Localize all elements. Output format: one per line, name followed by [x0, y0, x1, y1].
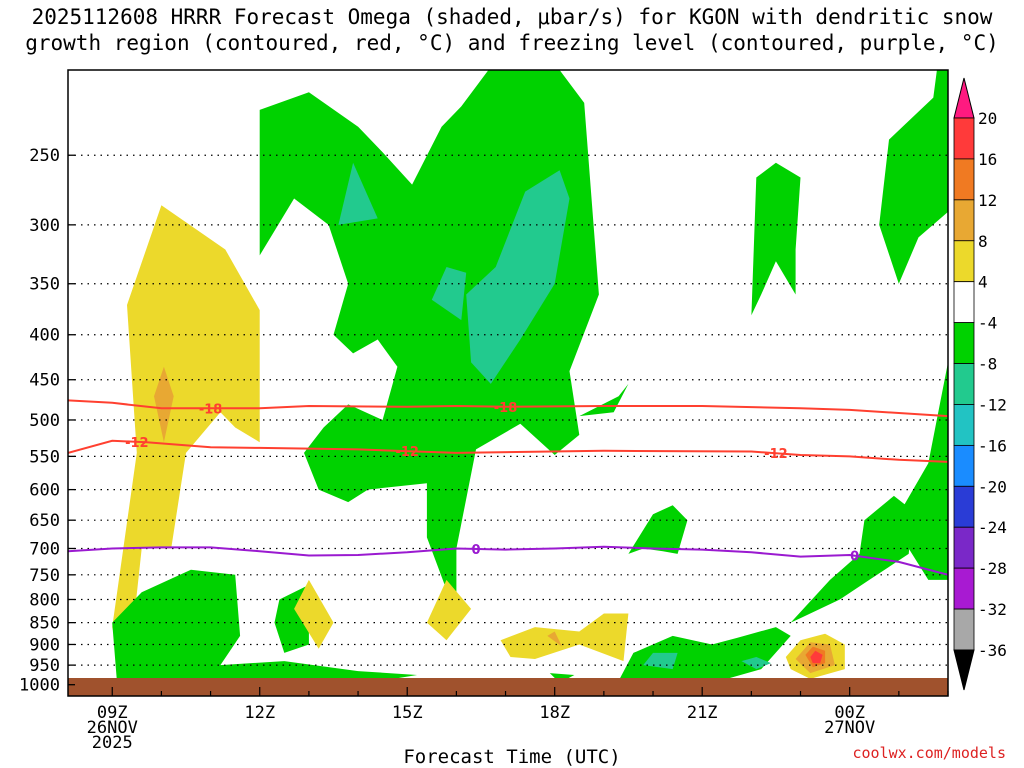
- colorbar-label-0: 20: [978, 109, 997, 128]
- colorbar-swatch-6: [953, 363, 975, 405]
- omega-region-18: [294, 579, 334, 649]
- contour-line--18: [68, 399, 948, 418]
- contour-label--12-1: -12: [395, 445, 419, 460]
- omega-region-6: [431, 267, 467, 321]
- omega-region-15: [790, 495, 914, 623]
- colorbar-swatch-2: [953, 199, 975, 242]
- x-tick-label-15-0: 15Z: [392, 703, 423, 723]
- y-tick-label-300: 300: [29, 216, 60, 236]
- y-tick-label-500: 500: [29, 411, 60, 431]
- omega-region-7: [466, 170, 570, 384]
- colorbar-swatch-0: [953, 117, 975, 160]
- contour-label-0-1: 0: [850, 550, 859, 565]
- y-tick-label-750: 750: [29, 566, 60, 586]
- colorbar-label-2: 12: [978, 191, 997, 210]
- colorbar-label-8: -16: [978, 436, 1007, 455]
- y-tick-label-650: 650: [29, 511, 60, 531]
- omega-region-9: [549, 673, 575, 683]
- y-tick-label-700: 700: [29, 539, 60, 559]
- colorbar-swatch-3: [953, 240, 975, 283]
- colorbar-swatch-5: [953, 322, 975, 364]
- contour-label--18-1: -18: [494, 401, 518, 416]
- colorbar-swatch-9: [953, 485, 975, 528]
- omega-region-19: [426, 579, 472, 641]
- colorbar-label-12: -32: [978, 600, 1007, 619]
- omega-region-10: [628, 505, 688, 554]
- y-tick-label-550: 550: [29, 447, 60, 467]
- plot-frame: [67, 69, 949, 697]
- colorbar-label-9: -20: [978, 477, 1007, 496]
- contour-label--12-2: -12: [764, 447, 788, 462]
- colorbar-label-5: -4: [978, 314, 997, 333]
- colorbar-label-3: 8: [978, 232, 988, 251]
- ground-bar: [68, 678, 948, 696]
- colorbar-label-11: -28: [978, 559, 1007, 578]
- omega-region-8: [579, 383, 629, 417]
- omega-region-17: [898, 362, 948, 580]
- y-tick-label-1000: 1000: [19, 676, 60, 696]
- colorbar-label-6: -8: [978, 355, 997, 374]
- colorbar-swatch-8: [953, 444, 975, 487]
- y-tick-label-900: 900: [29, 635, 60, 655]
- contour-line--12: [68, 439, 948, 463]
- site-credit: coolwx.com/models: [852, 744, 1006, 762]
- colorbar-label-1: 16: [978, 150, 997, 169]
- colorbar-label-13: -36: [978, 641, 1007, 660]
- pressure-axis: 2503003504004505005506006507007508008509…: [19, 146, 75, 696]
- title-line-1: 2025112608 HRRR Forecast Omega (shaded, …: [31, 5, 993, 29]
- colorbar-swatch-4: [953, 281, 975, 324]
- colorbar-swatch-11: [953, 567, 975, 610]
- contour-label-0-0: 0: [472, 543, 481, 558]
- y-tick-label-850: 850: [29, 614, 60, 634]
- colorbar-top-arrow: [953, 77, 975, 119]
- y-tick-label-600: 600: [29, 481, 60, 501]
- colorbar-label-7: -12: [978, 395, 1007, 414]
- title-line-2: growth region (contoured, red, °C) and f…: [25, 31, 999, 55]
- x-tick-label-9-0: 09Z: [97, 703, 128, 723]
- colorbar-swatch-12: [953, 608, 975, 651]
- y-tick-label-950: 950: [29, 656, 60, 676]
- omega-region-5: [338, 162, 378, 225]
- colorbar-swatch-7: [953, 404, 975, 446]
- contour-label--12-0: -12: [125, 436, 149, 451]
- temperature-contours: -18 -18 -12 -12 -12 0 0: [68, 399, 948, 576]
- contour-line-0: [68, 545, 948, 576]
- y-tick-label-250: 250: [29, 146, 60, 166]
- x-tick-label-9-1: 26NOV: [87, 718, 138, 738]
- colorbar-bottom-arrow: [953, 649, 975, 691]
- omega-region-14: [751, 162, 801, 316]
- x-axis-label: Forecast Time (UTC): [403, 746, 621, 768]
- x-tick-label-24-0: 00Z: [834, 703, 865, 723]
- x-tick-label-18-0: 18Z: [539, 703, 570, 723]
- x-tick-label-12-0: 12Z: [244, 703, 275, 723]
- colorbar-label-10: -24: [978, 518, 1007, 537]
- omega-region-20: [500, 613, 629, 662]
- omega-region-25: [810, 650, 823, 664]
- omega-region-13: [741, 657, 771, 670]
- omega-region-12: [643, 652, 678, 670]
- colorbar-label-4: 4: [978, 273, 988, 292]
- omega-region-21: [547, 631, 563, 647]
- y-tick-label-450: 450: [29, 371, 60, 391]
- omega-region-1: [154, 366, 174, 443]
- colorbar: 20 16 12 8 4 -4 -8 -12 -16 -20 -24 -28 -32 -36: [953, 77, 1007, 691]
- omega-region-2: [112, 569, 418, 685]
- y-tick-label-400: 400: [29, 326, 60, 346]
- y-tick-label-350: 350: [29, 275, 60, 295]
- x-tick-label-9-2: 2025: [92, 733, 133, 753]
- contour-label--18-0: -18: [199, 402, 223, 417]
- chart-title: 2025112608 HRRR Forecast Omega (shaded, …: [0, 4, 1024, 56]
- colorbar-swatch-1: [953, 158, 975, 201]
- x-tick-label-21-0: 21Z: [687, 703, 718, 723]
- y-tick-label-800: 800: [29, 590, 60, 610]
- x-tick-label-24-1: 27NOV: [824, 718, 875, 738]
- colorbar-swatch-10: [953, 526, 975, 569]
- omega-region-16: [879, 70, 948, 284]
